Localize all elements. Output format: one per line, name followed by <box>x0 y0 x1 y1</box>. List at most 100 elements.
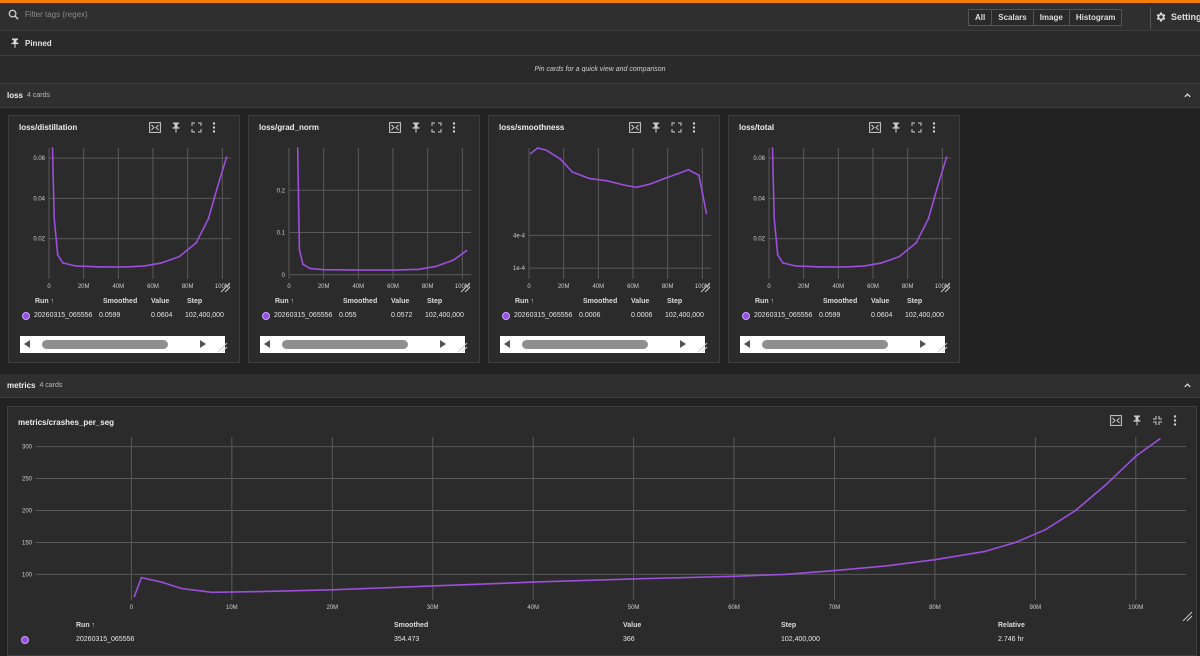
series-line[interactable] <box>51 147 228 268</box>
line-chart[interactable]: 0 20M 40M 60M 80M 100M 0.02 0.04 0.06 <box>729 116 961 296</box>
col-header-value[interactable]: Value <box>631 298 650 305</box>
col-header-smoothed[interactable]: Smoothed <box>343 298 378 305</box>
scrollbar-thumb[interactable] <box>762 340 888 349</box>
data-point <box>846 266 848 268</box>
more-vert-icon[interactable] <box>1173 415 1177 426</box>
resize-handle-icon[interactable] <box>459 281 471 293</box>
fit-domain-icon[interactable] <box>1110 415 1122 426</box>
scrollbar-thumb[interactable] <box>522 340 648 349</box>
pin-icon[interactable] <box>171 122 181 133</box>
fit-domain-icon[interactable] <box>389 122 401 133</box>
scroll-right-arrow-icon[interactable] <box>200 340 206 348</box>
pin-icon[interactable] <box>1132 415 1142 426</box>
line-chart[interactable]: 0 20M 40M 60M 80M 100M 4e-4 1e-4 <box>489 116 721 296</box>
scroll-left-arrow-icon[interactable] <box>504 340 510 348</box>
data-point <box>984 550 986 553</box>
col-header-value[interactable]: Value <box>151 298 170 305</box>
resize-handle-icon[interactable] <box>219 281 231 293</box>
resize-handle-icon[interactable] <box>696 341 708 353</box>
table-horizontal-scrollbar[interactable] <box>260 336 465 353</box>
chevron-up-icon[interactable] <box>1183 91 1192 100</box>
series-line[interactable] <box>133 438 1161 597</box>
fullscreen-icon[interactable] <box>911 122 922 133</box>
run-name: 20260315_065556 <box>76 636 135 643</box>
scroll-right-arrow-icon[interactable] <box>440 340 446 348</box>
x-tick-label: 40M <box>112 284 124 290</box>
fullscreen-icon[interactable] <box>671 122 682 133</box>
resize-handle-icon[interactable] <box>216 341 228 353</box>
more-vert-icon[interactable] <box>452 122 456 133</box>
more-vert-icon[interactable] <box>692 122 696 133</box>
resize-handle-icon[interactable] <box>936 341 948 353</box>
group-header-metrics[interactable]: metrics 4 cards <box>0 374 1200 398</box>
more-vert-icon[interactable] <box>932 122 936 133</box>
line-chart[interactable]: 0 20M 40M 60M 80M 100M 0.02 0.04 0.06 <box>9 116 241 296</box>
fit-domain-icon[interactable] <box>149 122 161 133</box>
fullscreen-icon[interactable] <box>191 122 202 133</box>
col-header-smoothed[interactable]: Smoothed <box>394 622 429 629</box>
col-header-step[interactable]: Step <box>427 298 443 305</box>
col-header-run[interactable]: Run ↑ <box>515 298 535 305</box>
col-header-value[interactable]: Value <box>871 298 890 305</box>
col-header-smoothed[interactable]: Smoothed <box>583 298 618 305</box>
col-header-relative[interactable]: Relative <box>998 622 1025 629</box>
table-horizontal-scrollbar[interactable] <box>20 336 225 353</box>
col-header-run[interactable]: Run ↑ <box>755 298 775 305</box>
fit-domain-icon[interactable] <box>869 122 881 133</box>
series-line[interactable] <box>296 147 467 271</box>
tab-all[interactable]: All <box>969 10 993 25</box>
collapse-icon[interactable] <box>1152 415 1163 426</box>
col-header-step[interactable]: Step <box>667 298 683 305</box>
more-vert-icon[interactable] <box>212 122 216 133</box>
col-header-smoothed[interactable]: Smoothed <box>823 298 858 305</box>
chevron-up-icon[interactable] <box>1183 381 1192 390</box>
scrollbar-thumb[interactable] <box>42 340 168 349</box>
group-header-loss[interactable]: loss 4 cards <box>0 84 1200 108</box>
resize-handle-icon[interactable] <box>456 341 468 353</box>
series-line[interactable] <box>771 147 948 268</box>
tab-scalars[interactable]: Scalars <box>992 10 1034 25</box>
scroll-right-arrow-icon[interactable] <box>920 340 926 348</box>
pin-icon[interactable] <box>651 122 661 133</box>
line-chart[interactable]: 0 10M 20M 30M 40M 50M 60M 70M 80M 90M 100M 100 150 20… <box>8 407 1198 622</box>
series-line[interactable] <box>530 147 708 214</box>
y-gridlines <box>36 446 1186 575</box>
col-header-step[interactable]: Step <box>781 622 797 629</box>
table-horizontal-scrollbar[interactable] <box>740 336 945 353</box>
resize-handle-icon[interactable] <box>699 281 711 293</box>
col-header-value[interactable]: Value <box>623 622 642 629</box>
col-header-run[interactable]: Run ↑ <box>275 298 295 305</box>
col-header-step[interactable]: Step <box>907 298 923 305</box>
scroll-left-arrow-icon[interactable] <box>24 340 30 348</box>
col-header-step[interactable]: Step <box>187 298 203 305</box>
tag-filter[interactable] <box>8 9 225 20</box>
tab-image[interactable]: Image <box>1034 10 1070 25</box>
scroll-left-arrow-icon[interactable] <box>744 340 750 348</box>
x-tick-label: 40M <box>527 605 539 611</box>
tag-filter-input[interactable] <box>25 10 225 19</box>
pin-icon[interactable] <box>411 122 421 133</box>
line-chart[interactable]: 0 20M 40M 60M 80M 100M 0 0.1 0.2 <box>249 116 481 296</box>
resize-handle-icon[interactable] <box>1181 610 1193 622</box>
data-point <box>880 262 883 264</box>
plugin-type-tabs: All Scalars Image Histogram <box>968 9 1123 26</box>
pin-icon[interactable] <box>891 122 901 133</box>
resize-handle-icon[interactable] <box>939 281 951 293</box>
run-color-swatch <box>502 312 510 320</box>
tab-histogram[interactable]: Histogram <box>1075 13 1116 22</box>
table-horizontal-scrollbar[interactable] <box>500 336 705 353</box>
fullscreen-icon[interactable] <box>431 122 442 133</box>
x-tick-label: 100M <box>1128 605 1143 611</box>
col-header-run[interactable]: Run ↑ <box>35 298 55 305</box>
settings-button[interactable]: Settings <box>1155 11 1200 23</box>
fit-domain-icon[interactable] <box>629 122 641 133</box>
gear-icon <box>1156 12 1166 22</box>
col-header-smoothed[interactable]: Smoothed <box>103 298 138 305</box>
scrollbar-thumb[interactable] <box>282 340 408 349</box>
scroll-right-arrow-icon[interactable] <box>680 340 686 348</box>
scroll-left-arrow-icon[interactable] <box>264 340 270 348</box>
col-header-value[interactable]: Value <box>391 298 410 305</box>
data-point <box>62 262 64 264</box>
col-header-run[interactable]: Run ↑ <box>76 622 96 629</box>
data-point <box>357 269 360 271</box>
